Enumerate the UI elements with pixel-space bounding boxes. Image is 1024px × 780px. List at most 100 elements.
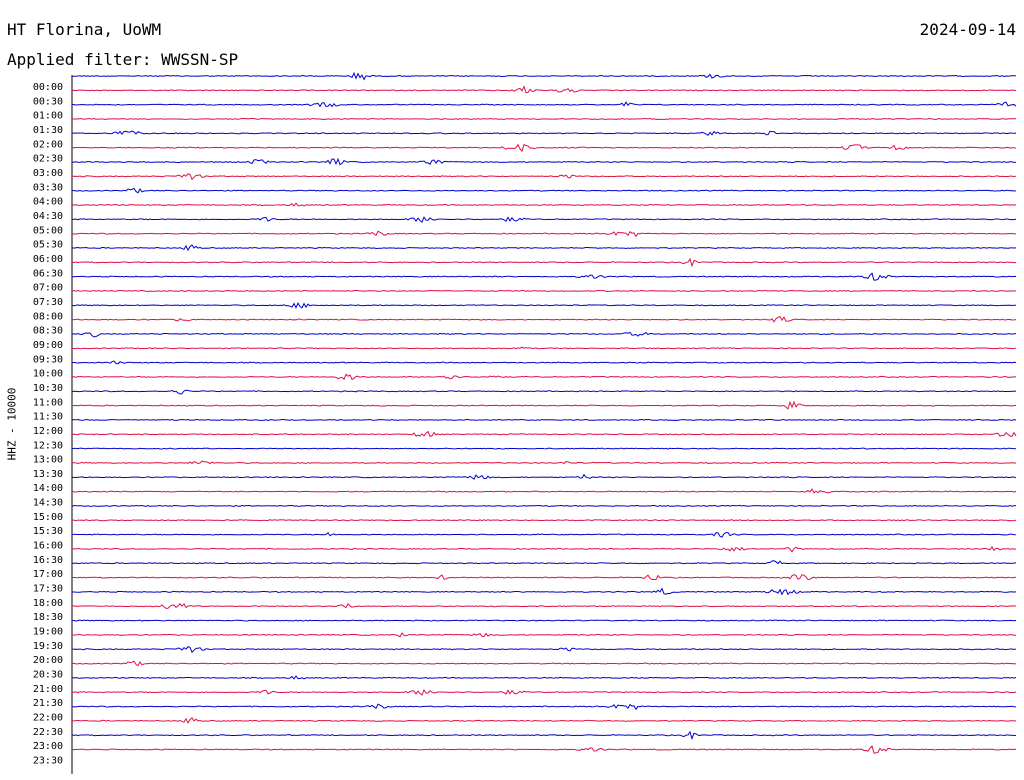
trace-line (71, 460, 1017, 465)
row-labels: 00:00 00:30 01:00 01:30 02:00 02:30 03:00 03:30… (33, 82, 63, 767)
row-label: 05:30 (33, 240, 63, 251)
trace-line (71, 519, 1017, 522)
trace-line (71, 173, 1017, 181)
row-label: 13:00 (33, 455, 63, 466)
filter-label: Applied filter: WWSSN-SP (7, 50, 239, 69)
trace-line (71, 187, 1017, 194)
trace-line (71, 660, 1017, 667)
trace-line (71, 202, 1017, 207)
trace-line (71, 316, 1017, 323)
row-label: 21:30 (33, 698, 63, 709)
trace-line (71, 230, 1017, 238)
row-label: 13:30 (33, 469, 63, 480)
trace-line (71, 574, 1017, 581)
trace-line (71, 545, 1016, 553)
trace-line (71, 703, 1017, 711)
row-label: 15:30 (33, 526, 63, 537)
row-label: 14:30 (33, 498, 63, 509)
row-label: 19:00 (33, 627, 63, 638)
trace-line (71, 272, 1017, 281)
row-label: 09:30 (33, 354, 63, 365)
row-label: 01:00 (33, 111, 63, 122)
row-label: 03:30 (33, 182, 63, 193)
trace-line (71, 244, 1017, 252)
trace-line (71, 143, 1017, 153)
trace-line (71, 130, 1017, 136)
row-label: 06:30 (33, 268, 63, 279)
row-label: 16:30 (33, 555, 63, 566)
row-label: 09:00 (33, 340, 63, 351)
traces (71, 71, 1017, 754)
row-label: 17:00 (33, 569, 63, 580)
trace-line (71, 257, 1017, 268)
row-label: 16:00 (33, 541, 63, 552)
trace-line (71, 71, 1017, 81)
row-label: 02:00 (33, 139, 63, 150)
row-label: 15:00 (33, 512, 63, 523)
trace-line (71, 360, 1017, 365)
row-label: 08:30 (33, 326, 63, 337)
trace-line (71, 532, 1017, 538)
row-label: 04:30 (33, 211, 63, 222)
row-label: 12:30 (33, 440, 63, 451)
row-label: 03:00 (33, 168, 63, 179)
trace-line (71, 717, 1017, 724)
trace-line (71, 389, 1017, 395)
trace-line (71, 745, 1017, 754)
row-label: 20:30 (33, 670, 63, 681)
row-label: 18:00 (33, 598, 63, 609)
row-label: 04:00 (33, 197, 63, 208)
trace-line (71, 632, 1017, 638)
row-label: 02:30 (33, 154, 63, 165)
trace-line (71, 619, 1017, 622)
row-label: 22:00 (33, 713, 63, 724)
row-label: 12:00 (33, 426, 63, 437)
trace-line (71, 346, 1017, 350)
row-label: 11:30 (33, 412, 63, 423)
trace-line (71, 675, 1017, 680)
trace-line (71, 289, 1017, 293)
trace-line (71, 602, 1017, 609)
trace-line (71, 473, 1017, 480)
trace-line (71, 331, 1017, 338)
trace-line (71, 430, 1017, 437)
row-label: 10:30 (33, 383, 63, 394)
row-label: 06:00 (33, 254, 63, 265)
trace-line (71, 504, 1017, 507)
row-label: 07:30 (33, 297, 63, 308)
trace-line (71, 373, 1017, 381)
row-label: 22:30 (33, 727, 63, 738)
trace-line (71, 646, 1017, 654)
row-label: 23:00 (33, 741, 63, 752)
row-label: 20:00 (33, 655, 63, 666)
row-label: 07:00 (33, 283, 63, 294)
row-label: 19:30 (33, 641, 63, 652)
row-label: 01:30 (33, 125, 63, 136)
trace-line (71, 101, 1017, 108)
trace-line (71, 85, 1017, 94)
trace-line (71, 216, 1017, 223)
trace-line (71, 689, 1017, 696)
trace-line (71, 301, 1016, 309)
trace-line (71, 418, 1017, 421)
trace-line (71, 587, 1017, 596)
trace-line (71, 730, 1017, 741)
row-label: 14:00 (33, 483, 63, 494)
trace-line (71, 157, 1017, 166)
row-label: 11:00 (33, 397, 63, 408)
row-label: 08:00 (33, 311, 63, 322)
row-label: 17:30 (33, 584, 63, 595)
row-label: 00:30 (33, 96, 63, 107)
trace-line (71, 488, 1017, 494)
row-label: 00:00 (33, 82, 63, 93)
row-label: 21:00 (33, 684, 63, 695)
trace-line (71, 117, 1017, 121)
trace-line (71, 400, 1017, 410)
trace-line (71, 447, 1017, 450)
row-label: 18:30 (33, 612, 63, 623)
row-label: 10:00 (33, 369, 63, 380)
row-label: 23:30 (33, 756, 63, 767)
trace-line (71, 560, 1017, 565)
row-label: 05:00 (33, 225, 63, 236)
